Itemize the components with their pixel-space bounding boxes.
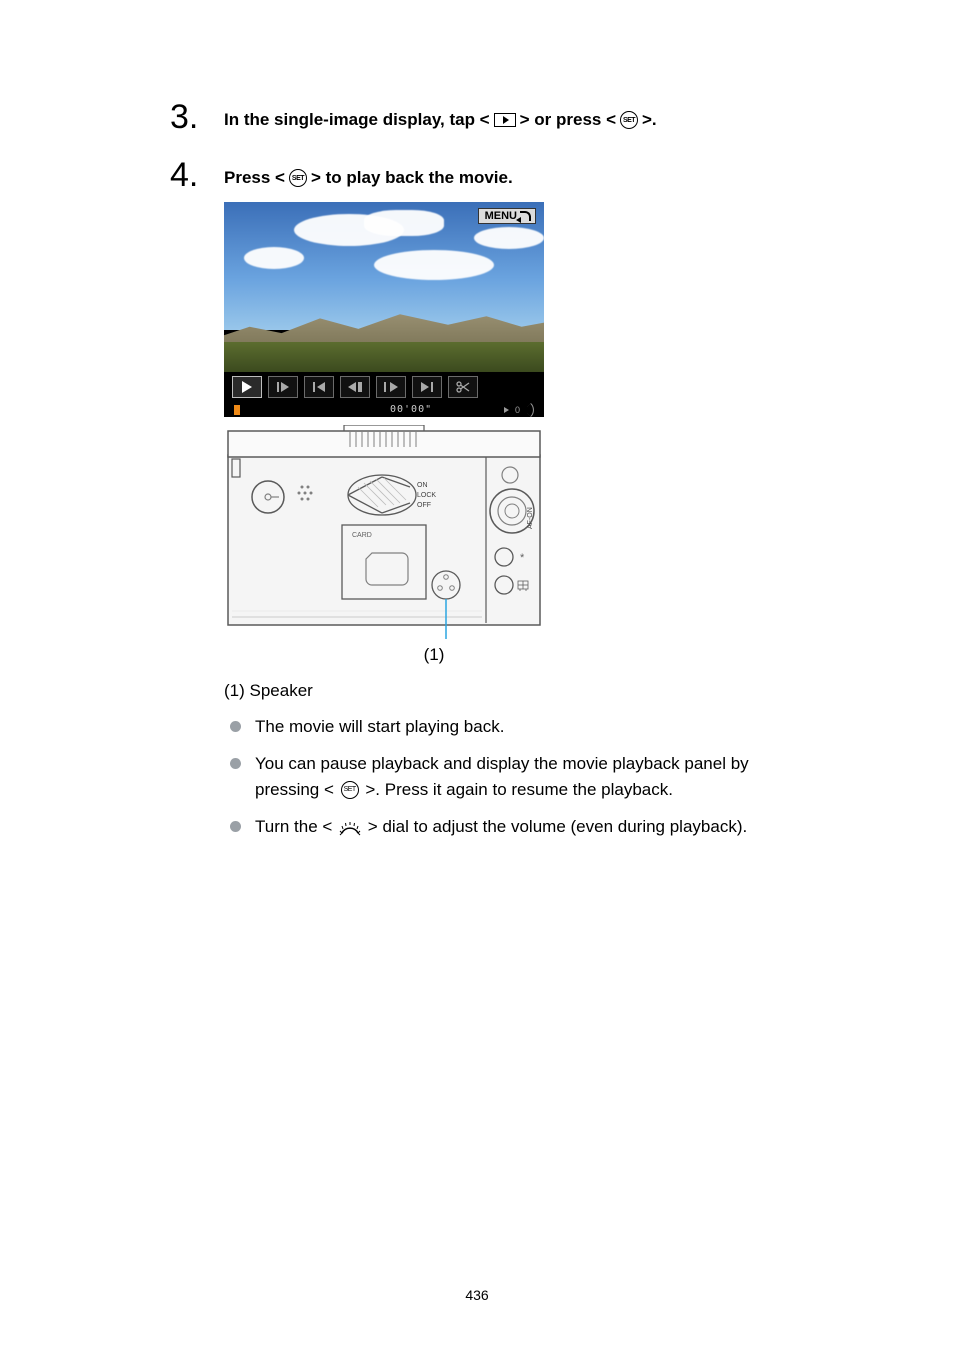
- dial-mini-icon: [524, 402, 538, 416]
- step-4-number: 4.: [170, 158, 224, 192]
- afon-label: AF-ON: [527, 507, 534, 529]
- skip-back-start-icon: [304, 376, 334, 398]
- play-icon: [232, 376, 262, 398]
- slow-play-icon: [268, 376, 298, 398]
- camera-body-diagram: ON LOCK OFF CARD: [224, 425, 544, 639]
- svg-text:*: *: [520, 552, 525, 564]
- bullet-dot-icon: [230, 758, 241, 769]
- set-button-icon: SET: [620, 111, 638, 129]
- card-label: CARD: [352, 532, 372, 539]
- menu-label: MENU: [485, 210, 517, 222]
- bullet-3-post: > dial to adjust the volume (even during…: [368, 817, 747, 836]
- cloud: [374, 250, 494, 280]
- bullet-1: The movie will start playing back.: [0, 714, 760, 740]
- step-4-text-pre: Press <: [224, 168, 285, 188]
- frame-back-icon: [340, 376, 370, 398]
- bullet-dot-icon: [230, 821, 241, 832]
- step-4: 4. Press < SET > to play back the movie.: [0, 158, 954, 192]
- main-dial-icon: [339, 820, 361, 836]
- step-3-text-pre: In the single-image display, tap <: [224, 110, 490, 130]
- switch-on-label: ON: [417, 482, 428, 489]
- step-3-text-mid: > or press <: [520, 110, 616, 130]
- step-3-text: In the single-image display, tap < > or …: [224, 110, 657, 130]
- return-icon: [520, 211, 531, 221]
- step-4-text: Press < SET > to play back the movie.: [224, 168, 513, 188]
- legend-speaker: (1) Speaker: [0, 679, 690, 704]
- playback-status-bar: 00'00" 0: [224, 402, 544, 417]
- cloud: [244, 247, 304, 269]
- step-4-body: Press < SET > to play back the movie.: [224, 158, 513, 188]
- bullet-3: Turn the < > dial to adjust the volume (: [0, 814, 760, 840]
- edit-scissors-icon: [448, 376, 478, 398]
- page-number: 436: [0, 1287, 954, 1303]
- menu-return-badge: MENU: [478, 208, 536, 224]
- step-3-number: 3.: [170, 100, 224, 134]
- volume-indicator: 0: [504, 405, 536, 415]
- step-3-body: In the single-image display, tap < > or …: [224, 100, 657, 130]
- switch-lock-label: LOCK: [417, 492, 436, 499]
- step-4-text-post: > to play back the movie.: [311, 168, 513, 188]
- frame-forward-icon: [376, 376, 406, 398]
- skip-forward-end-icon: [412, 376, 442, 398]
- timecode: 00'00": [390, 404, 432, 415]
- cloud: [474, 227, 544, 249]
- bullet-2: You can pause playback and display the m…: [0, 751, 760, 802]
- playback-box-icon: [494, 113, 516, 127]
- step-3: 3. In the single-image display, tap < > …: [0, 100, 954, 134]
- playback-controls-bar: [224, 372, 544, 402]
- bullet-3-pre: Turn the <: [255, 817, 337, 836]
- grass-region: [224, 342, 544, 372]
- bullet-dot-icon: [230, 721, 241, 732]
- cloud: [364, 210, 444, 236]
- figures-column: MENU: [0, 202, 954, 665]
- progress-marker: [234, 405, 240, 415]
- bullet-3-text: Turn the < > dial to adjust the volume (: [255, 814, 747, 840]
- callout-1-index: (1): [224, 645, 544, 665]
- volume-level: 0: [515, 405, 520, 415]
- bullet-1-text: The movie will start playing back.: [255, 714, 504, 740]
- step-3-text-post: >.: [642, 110, 657, 130]
- set-button-icon-2: SET: [289, 169, 307, 187]
- bullet-2-text: You can pause playback and display the m…: [255, 751, 760, 802]
- lcd-playback-screenshot: MENU: [224, 202, 544, 417]
- bullet-2-post: >. Press it again to resume the playback…: [365, 780, 673, 799]
- speaker-mini-icon: [504, 407, 509, 413]
- set-button-icon-3: SET: [341, 781, 359, 799]
- page-root: 3. In the single-image display, tap < > …: [0, 0, 954, 1345]
- switch-off-label: OFF: [417, 502, 431, 509]
